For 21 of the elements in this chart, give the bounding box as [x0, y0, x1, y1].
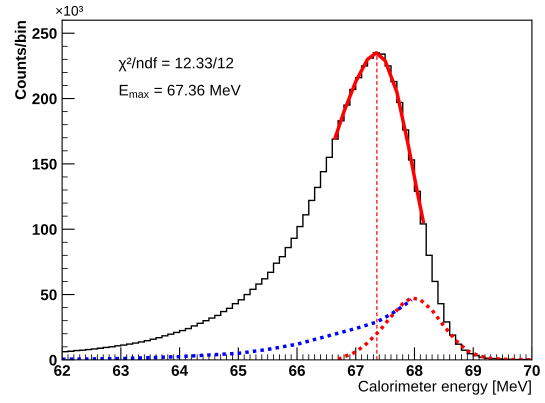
y-axis-title: Counts/bin [14, 21, 26, 100]
x-tick-label: 67 [348, 365, 364, 376]
y-tick-label: 0 [49, 354, 57, 366]
x-axis-title: Calorimeter energy [MeV] [358, 380, 531, 395]
x-tick-label: 63 [112, 365, 129, 376]
text: ×10³ [56, 6, 83, 16]
line-series [62, 298, 414, 360]
y-tick-label: 150 [32, 158, 57, 170]
y-tick-label: 250 [32, 28, 57, 39]
x-tick-label: 66 [289, 365, 305, 376]
annotation: χ²/ndf = 12.33/12 [118, 57, 234, 72]
annotation: E$_{max}$ = 67.36 MeV [120, 84, 241, 98]
x-tick-label: 65 [230, 365, 246, 376]
x-tick-label: 64 [172, 365, 188, 376]
x-tick-label: 70 [524, 365, 540, 376]
x-tick-label: 62 [54, 365, 70, 376]
y-tick-label: 50 [40, 289, 57, 300]
x-tick-label: 68 [406, 365, 422, 376]
y-tick-label: 200 [32, 93, 57, 104]
y-tick-label: 100 [32, 224, 57, 235]
x-tick-label: 69 [465, 365, 482, 376]
